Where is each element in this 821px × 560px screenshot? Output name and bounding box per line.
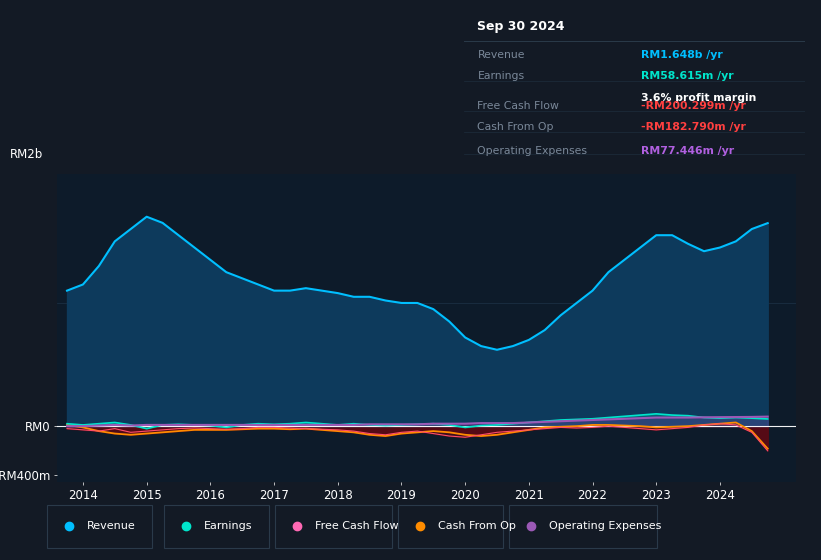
Bar — [275, 505, 392, 548]
Text: Sep 30 2024: Sep 30 2024 — [478, 20, 565, 33]
Text: Free Cash Flow: Free Cash Flow — [315, 521, 399, 531]
Text: Earnings: Earnings — [204, 521, 253, 531]
Text: Earnings: Earnings — [478, 71, 525, 81]
Text: Cash From Op: Cash From Op — [478, 123, 554, 132]
Text: RM58.615m /yr: RM58.615m /yr — [641, 71, 734, 81]
Bar — [398, 505, 503, 548]
Text: RM77.446m /yr: RM77.446m /yr — [641, 146, 734, 156]
Bar — [164, 505, 269, 548]
Text: Free Cash Flow: Free Cash Flow — [478, 101, 559, 111]
Text: Cash From Op: Cash From Op — [438, 521, 516, 531]
Text: RM2b: RM2b — [10, 148, 43, 161]
Bar — [509, 505, 657, 548]
Text: Operating Expenses: Operating Expenses — [478, 146, 588, 156]
Text: -RM182.790m /yr: -RM182.790m /yr — [641, 123, 746, 132]
Text: Revenue: Revenue — [478, 50, 525, 60]
Text: 3.6% profit margin: 3.6% profit margin — [641, 92, 756, 102]
Text: Revenue: Revenue — [87, 521, 136, 531]
Text: -RM200.299m /yr: -RM200.299m /yr — [641, 101, 746, 111]
Text: Operating Expenses: Operating Expenses — [549, 521, 662, 531]
Bar — [48, 505, 152, 548]
Text: RM1.648b /yr: RM1.648b /yr — [641, 50, 722, 60]
